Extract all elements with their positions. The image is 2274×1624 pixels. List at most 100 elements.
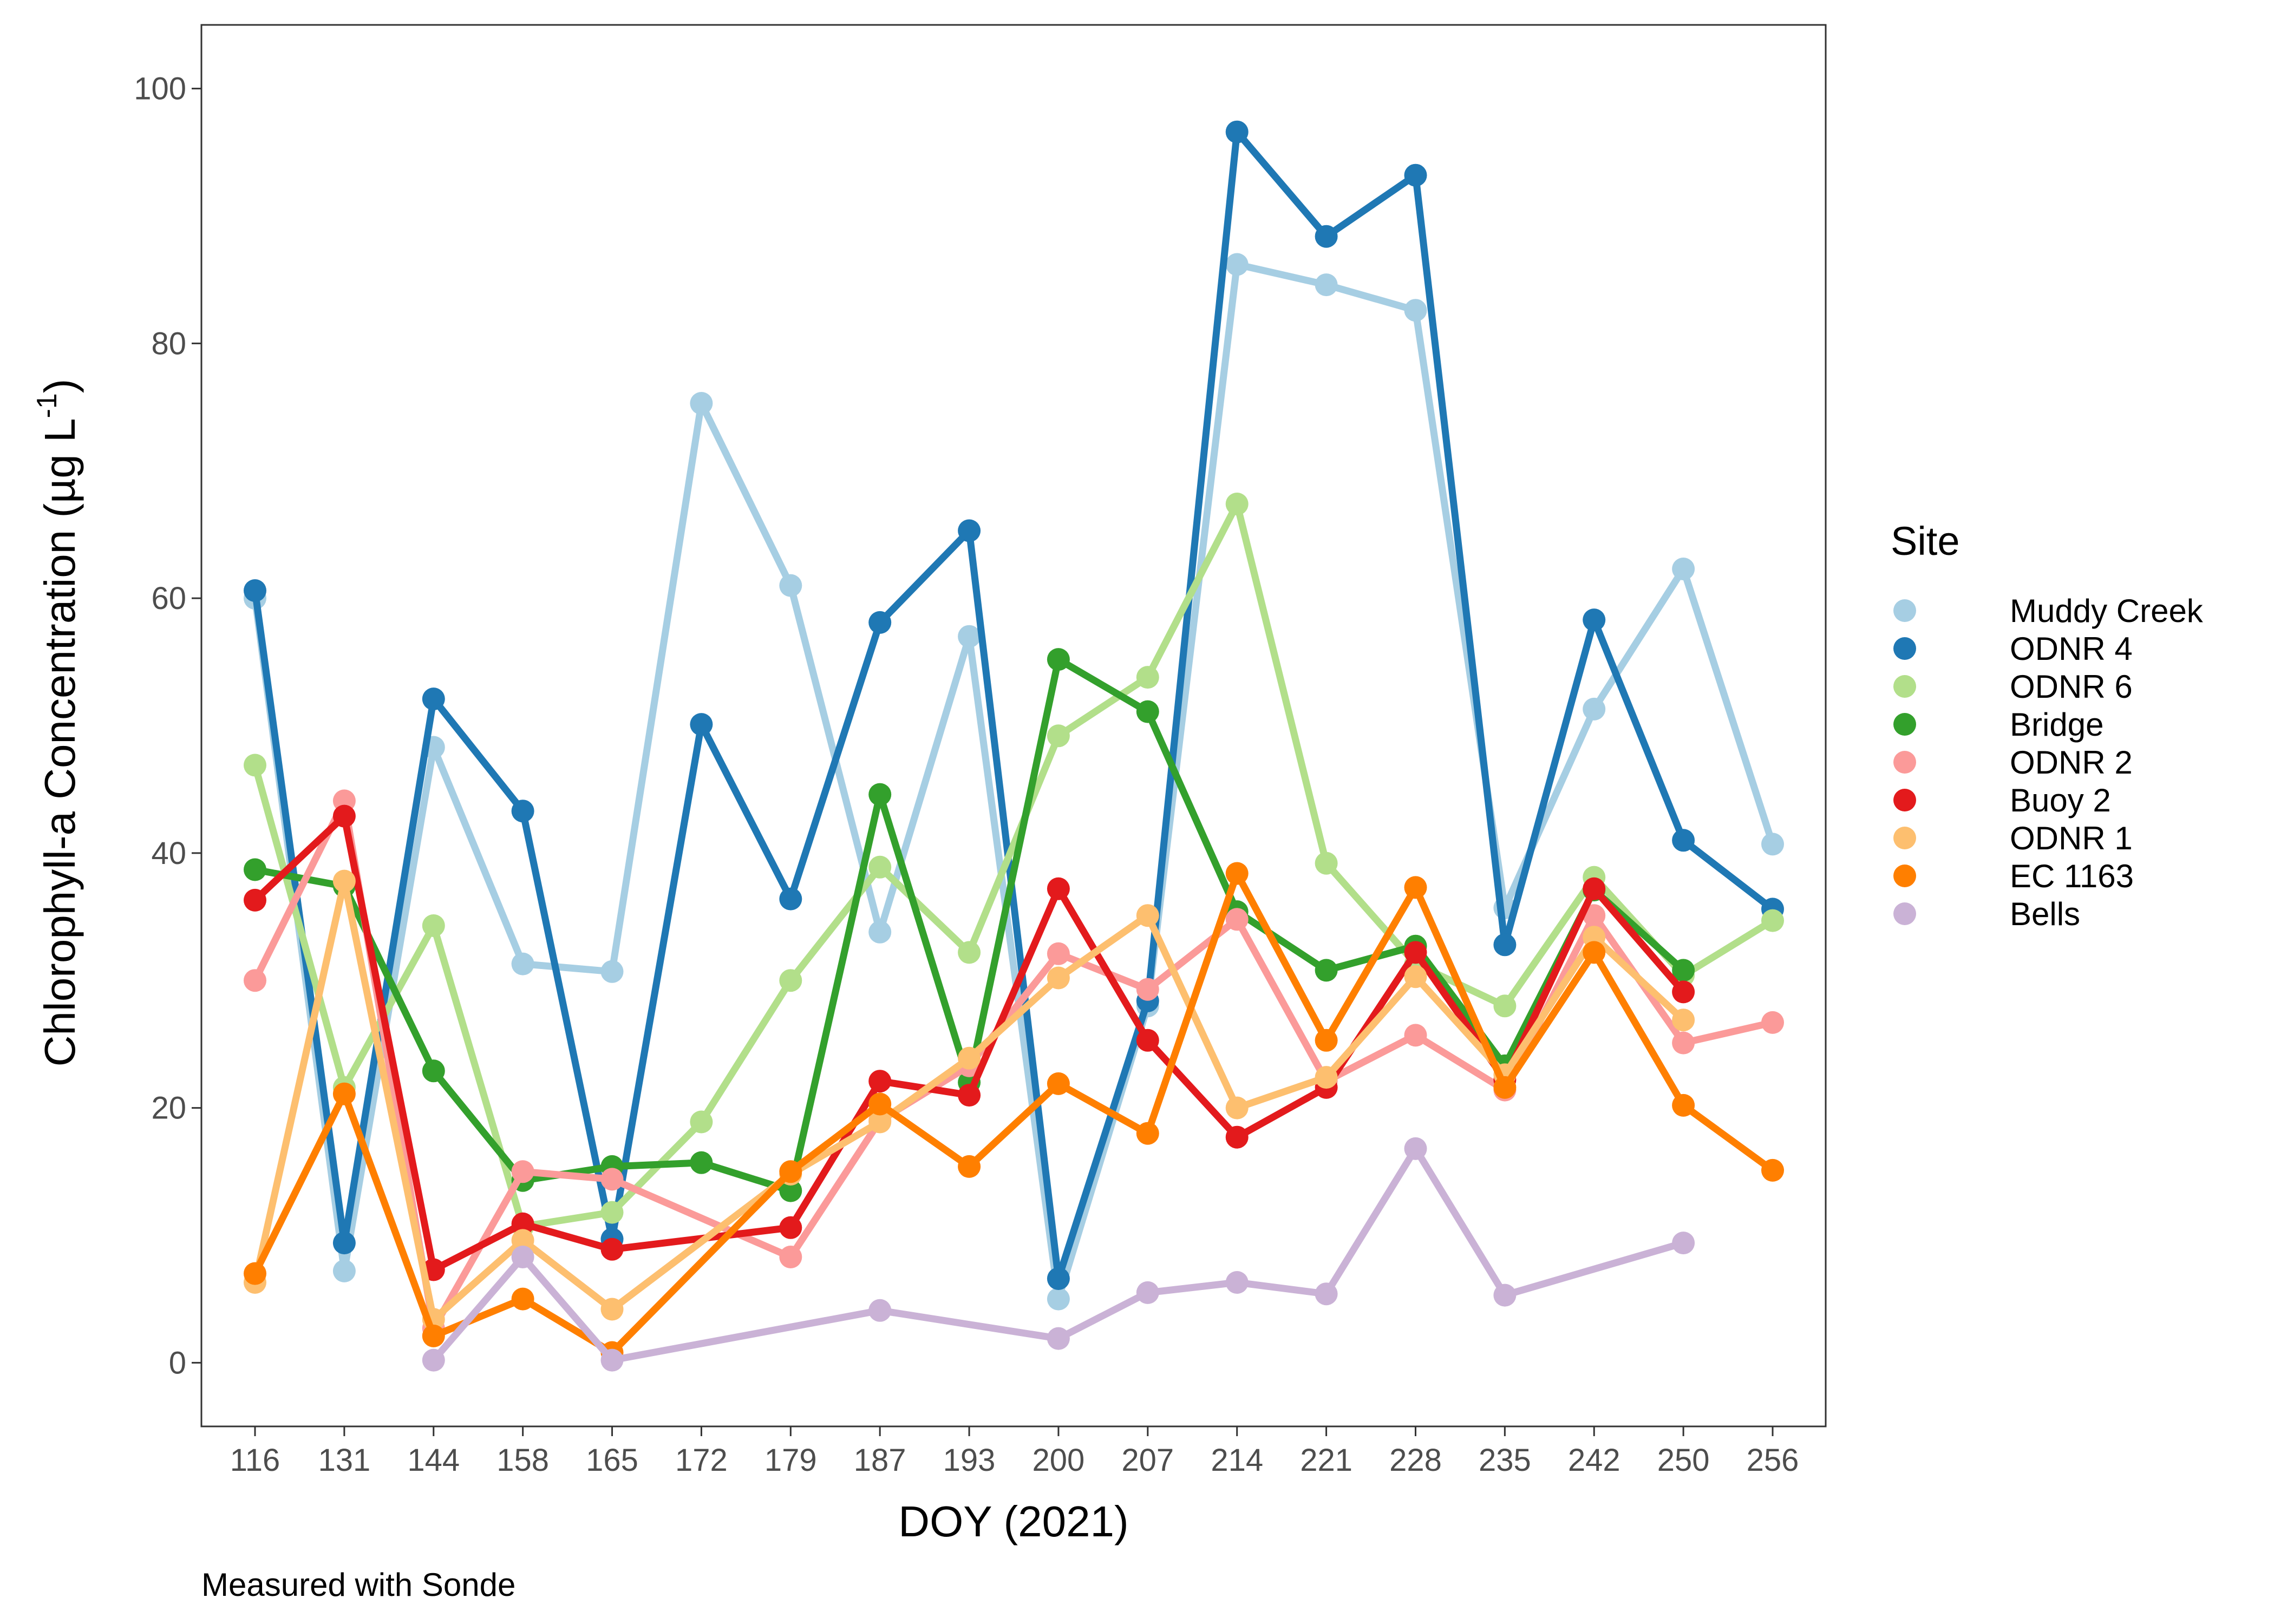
legend-key-muddy-creek bbox=[1893, 599, 1916, 622]
data-point-bridge bbox=[1136, 700, 1159, 723]
data-point-ec-1163 bbox=[1047, 1072, 1070, 1095]
x-tick-label: 165 bbox=[586, 1443, 638, 1478]
data-point-odnr-4 bbox=[511, 800, 534, 823]
data-point-ec-1163 bbox=[1672, 1093, 1695, 1117]
data-point-odnr-1 bbox=[1672, 1009, 1695, 1032]
x-tick-label: 131 bbox=[318, 1443, 370, 1478]
data-point-odnr-4 bbox=[422, 687, 445, 711]
data-point-odnr-1 bbox=[1047, 966, 1070, 990]
chart-caption: Measured with Sonde bbox=[201, 1567, 515, 1603]
data-point-ec-1163 bbox=[1315, 1029, 1338, 1052]
data-point-ec-1163 bbox=[958, 1155, 981, 1178]
legend-label-odnr-6: ODNR 6 bbox=[2010, 669, 2133, 705]
x-tick-label: 179 bbox=[764, 1443, 817, 1478]
legend-item-odnr-6: ODNR 6 bbox=[1893, 669, 2133, 705]
data-point-odnr-6 bbox=[1136, 666, 1159, 689]
data-point-odnr-2 bbox=[1672, 1031, 1695, 1055]
series-odnr-1 bbox=[244, 869, 1695, 1331]
data-point-odnr-4 bbox=[1225, 120, 1249, 143]
data-point-odnr-4 bbox=[244, 579, 266, 602]
series-bells bbox=[422, 1137, 1695, 1372]
legend-key-odnr-1 bbox=[1893, 827, 1916, 849]
data-point-odnr-6 bbox=[422, 914, 445, 937]
data-point-muddy-creek bbox=[690, 392, 713, 415]
x-tick-label: 242 bbox=[1568, 1443, 1620, 1478]
data-point-odnr-4 bbox=[1583, 608, 1606, 632]
data-point-odnr-6 bbox=[868, 855, 892, 879]
data-point-ec-1163 bbox=[868, 1092, 892, 1116]
data-point-muddy-creek bbox=[958, 625, 981, 648]
data-point-odnr-4 bbox=[868, 611, 892, 634]
data-point-ec-1163 bbox=[1404, 876, 1427, 899]
data-point-bridge bbox=[422, 1059, 445, 1083]
data-point-odnr-2 bbox=[244, 969, 266, 992]
data-point-bridge bbox=[1047, 648, 1070, 671]
data-point-ec-1163 bbox=[332, 1082, 356, 1105]
data-point-bridge bbox=[1315, 959, 1338, 982]
legend-item-muddy-creek: Muddy Creek bbox=[1893, 593, 2204, 629]
series-line-odnr-4 bbox=[251, 128, 1776, 1282]
data-point-muddy-creek bbox=[600, 960, 624, 983]
data-point-ec-1163 bbox=[1583, 941, 1606, 964]
data-point-buoy-2 bbox=[868, 1070, 892, 1093]
data-point-odnr-1 bbox=[332, 869, 356, 893]
data-point-odnr-2 bbox=[1136, 978, 1159, 1001]
x-tick-label: 172 bbox=[675, 1443, 728, 1478]
x-tick-label: 144 bbox=[407, 1443, 460, 1478]
data-point-buoy-2 bbox=[1225, 1125, 1249, 1149]
data-point-odnr-6 bbox=[1493, 994, 1517, 1018]
legend-label-muddy-creek: Muddy Creek bbox=[2010, 593, 2204, 629]
data-point-odnr-2 bbox=[1761, 1011, 1784, 1034]
data-point-bells bbox=[600, 1348, 624, 1372]
y-tick-label: 100 bbox=[134, 71, 186, 107]
x-tick-label: 193 bbox=[943, 1443, 996, 1478]
data-point-odnr-2 bbox=[1047, 942, 1070, 965]
y-tick-label: 0 bbox=[169, 1345, 186, 1380]
y-tick-label: 20 bbox=[151, 1091, 186, 1126]
y-tick-label: 60 bbox=[151, 581, 186, 616]
x-axis-title: DOY (2021) bbox=[898, 1497, 1128, 1546]
x-tick-label: 221 bbox=[1300, 1443, 1352, 1478]
data-point-buoy-2 bbox=[332, 804, 356, 828]
legend-key-bridge bbox=[1893, 713, 1916, 736]
data-point-buoy-2 bbox=[1136, 1029, 1159, 1052]
data-point-odnr-6 bbox=[1225, 493, 1249, 515]
data-point-odnr-4 bbox=[958, 519, 981, 542]
legend-item-odnr-2: ODNR 2 bbox=[1893, 744, 2133, 781]
data-point-odnr-1 bbox=[1315, 1066, 1338, 1089]
series-layer bbox=[244, 120, 1784, 1372]
data-point-odnr-1 bbox=[600, 1298, 624, 1321]
data-point-muddy-creek bbox=[868, 920, 892, 944]
data-point-bridge bbox=[868, 783, 892, 806]
series-line-odnr-6 bbox=[251, 500, 1776, 1230]
data-point-odnr-1 bbox=[511, 1229, 534, 1252]
data-point-ec-1163 bbox=[244, 1262, 266, 1285]
legend-item-odnr-1: ODNR 1 bbox=[1893, 820, 2133, 856]
data-point-odnr-4 bbox=[1047, 1267, 1070, 1290]
data-point-odnr-2 bbox=[1404, 1024, 1427, 1047]
x-tick-label: 235 bbox=[1479, 1443, 1531, 1478]
legend-label-buoy-2: Buoy 2 bbox=[2010, 782, 2111, 818]
data-point-bells bbox=[1672, 1232, 1695, 1255]
series-odnr-4 bbox=[244, 120, 1784, 1290]
y-tick-label: 80 bbox=[151, 326, 186, 361]
data-point-muddy-creek bbox=[1225, 253, 1249, 276]
data-point-bells bbox=[1047, 1327, 1070, 1350]
data-point-odnr-4 bbox=[779, 887, 802, 911]
x-tick-label: 116 bbox=[230, 1443, 280, 1478]
data-point-odnr-6 bbox=[1047, 724, 1070, 748]
data-point-buoy-2 bbox=[1047, 877, 1070, 900]
y-axis-title: Chlorophyll-a Concentration (µg L-1) bbox=[31, 379, 84, 1067]
y-axis-title-main: Chlorophyll-a Concentration (µg L bbox=[36, 418, 84, 1067]
data-point-bridge bbox=[690, 1151, 713, 1174]
legend-label-odnr-4: ODNR 4 bbox=[2010, 631, 2133, 667]
legend-item-ec-1163: EC 1163 bbox=[1893, 858, 2134, 894]
data-point-odnr-2 bbox=[1583, 904, 1606, 927]
data-point-odnr-4 bbox=[1315, 225, 1338, 248]
legend-key-odnr-6 bbox=[1893, 675, 1916, 698]
x-tick-label: 187 bbox=[854, 1443, 906, 1478]
data-point-buoy-2 bbox=[1404, 941, 1427, 964]
data-point-odnr-1 bbox=[1404, 965, 1427, 988]
data-point-bells bbox=[1493, 1284, 1517, 1307]
